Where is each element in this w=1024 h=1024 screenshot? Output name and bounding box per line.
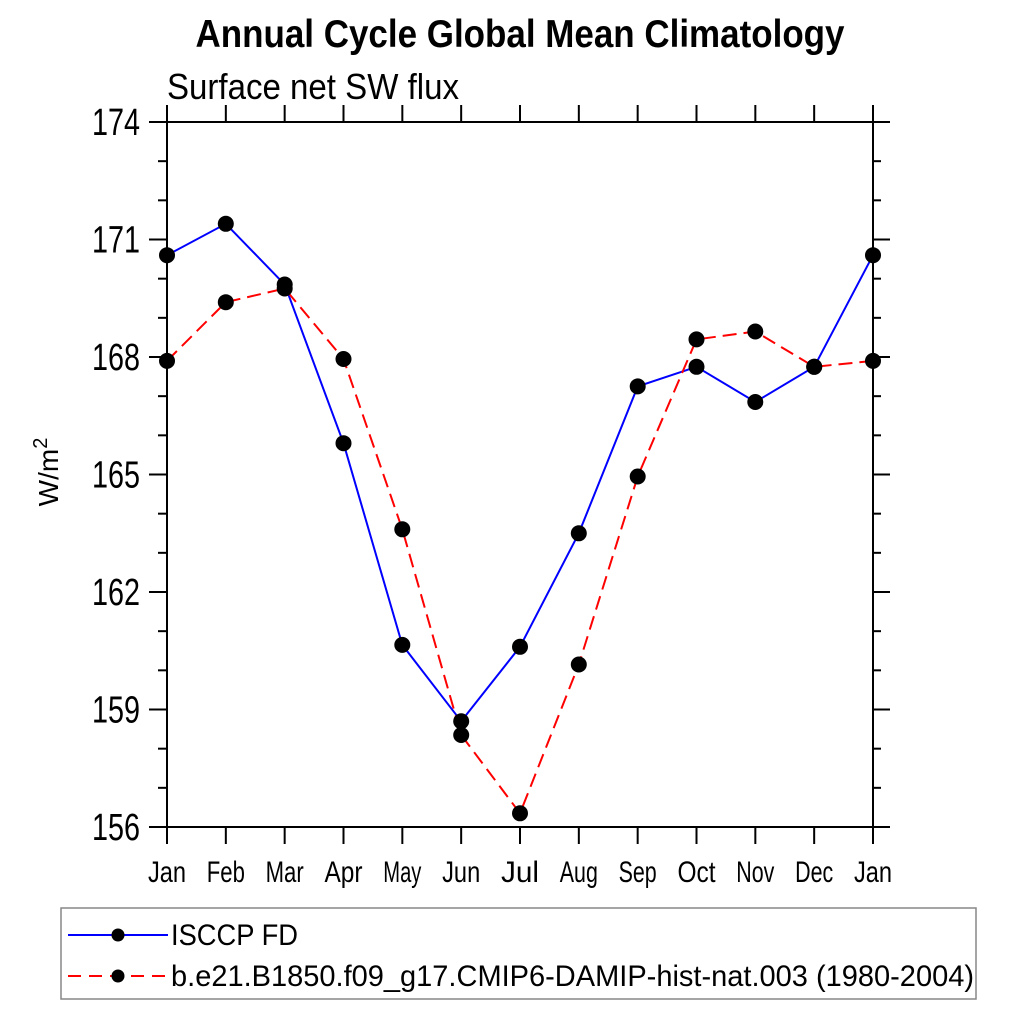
axes: [149, 105, 890, 844]
data-point-marker: [865, 352, 881, 369]
data-point-marker: [688, 331, 705, 348]
data-point-marker: [747, 323, 764, 340]
y-tick-label: 168: [92, 337, 140, 379]
series-line-model: [166, 287, 874, 816]
legend-marker-dot-icon: [111, 928, 125, 942]
y-tick-labels: 156 159 162 165 168 171 174: [92, 102, 140, 849]
chart-subtitle: Surface net SW flux: [167, 66, 459, 107]
x-tick-labels: Jan Feb Mar Apr May Jun Jul Aug Sep Oct Nov Dec Jan: [148, 856, 892, 889]
x-tick-label: Jun: [442, 856, 480, 889]
y-tick-label: 174: [92, 102, 140, 144]
y-tick-label: 156: [92, 807, 140, 849]
x-tick-label: Nov: [736, 856, 774, 889]
data-point-marker: [276, 280, 293, 297]
data-series: [159, 215, 881, 822]
x-tick-label: Aug: [560, 856, 598, 889]
legend-box: ISCCP FD b.e21.B1850.f09_g17.CMIP6-DAMIP…: [60, 907, 978, 1006]
data-point-marker: [629, 378, 646, 395]
data-point-marker: [217, 294, 234, 311]
data-point-marker: [747, 394, 764, 410]
y-tick-label: 171: [92, 220, 140, 262]
data-point-marker: [217, 215, 234, 232]
legend: ISCCP FD b.e21.B1850.f09_g17.CMIP6-DAMIP…: [60, 907, 977, 1000]
x-tick-label: May: [383, 856, 421, 889]
x-tick-label: Mar: [266, 856, 304, 889]
x-tick-label: Apr: [324, 856, 362, 889]
data-point-marker: [453, 713, 470, 730]
data-point-marker: [806, 358, 823, 375]
data-point-marker: [512, 638, 528, 655]
data-point-marker: [688, 358, 705, 375]
y-tick-label: 165: [92, 455, 140, 497]
x-tick-label: Oct: [677, 856, 716, 889]
data-point-marker: [629, 468, 646, 485]
data-point-marker: [394, 636, 411, 653]
data-point-marker: [512, 805, 528, 822]
x-tick-label: Jan: [854, 856, 892, 889]
legend-marker-dot-icon: [111, 969, 125, 983]
legend-entry-model: b.e21.B1850.f09_g17.CMIP6-DAMIP-hist-nat…: [68, 960, 974, 993]
x-tick-label: Jan: [148, 856, 186, 889]
x-tick-label: Feb: [207, 856, 245, 889]
data-point-marker: [394, 521, 411, 538]
y-axis-title: W/m2: [30, 438, 64, 507]
legend-entry-isccp: ISCCP FD: [68, 919, 298, 952]
data-point-marker: [570, 656, 587, 673]
legend-label-model: b.e21.B1850.f09_g17.CMIP6-DAMIP-hist-nat…: [171, 960, 974, 993]
data-point-marker: [865, 247, 881, 264]
data-point-marker: [570, 525, 587, 542]
legend-border: [60, 907, 977, 1000]
y-tick-label: 162: [92, 572, 140, 614]
data-point-marker: [159, 247, 175, 264]
legend-label-isccp: ISCCP FD: [171, 919, 298, 952]
x-tick-label: Dec: [795, 856, 833, 889]
plot-frame: [166, 121, 874, 828]
y-tick-label: 159: [92, 690, 140, 732]
x-tick-label: Sep: [619, 856, 657, 889]
data-point-marker: [335, 435, 352, 452]
data-point-marker: [453, 727, 470, 743]
data-point-marker: [335, 351, 352, 367]
data-point-marker: [159, 352, 175, 369]
chart-title: Annual Cycle Global Mean Climatology: [196, 13, 845, 56]
x-tick-label: Jul: [501, 856, 539, 889]
